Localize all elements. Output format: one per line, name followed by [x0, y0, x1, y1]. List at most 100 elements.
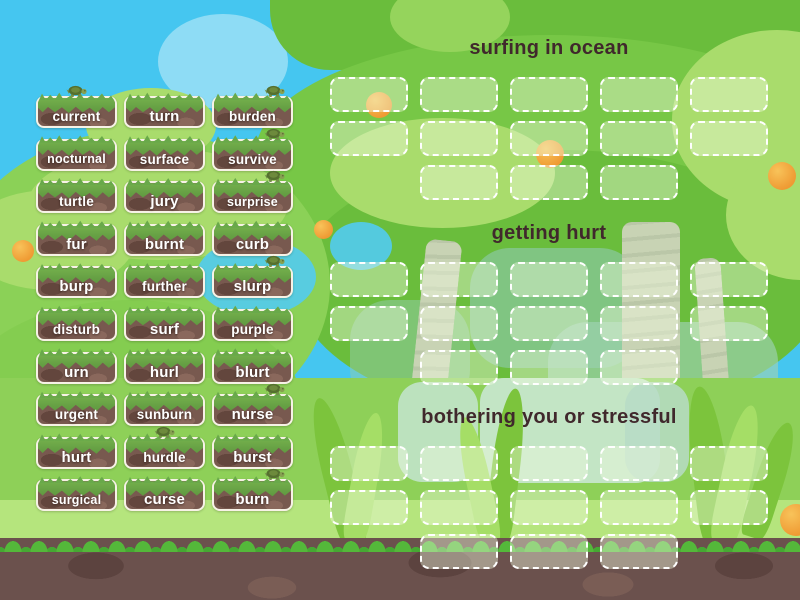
drop-slot[interactable] — [510, 306, 588, 341]
drop-slot[interactable] — [600, 446, 678, 481]
grass-tuft — [127, 475, 202, 484]
drop-slot[interactable] — [420, 77, 498, 112]
drop-slot[interactable] — [330, 446, 408, 481]
drop-slot[interactable] — [690, 77, 768, 112]
group-surfing-in-ocean: surfing in ocean — [330, 35, 768, 200]
word-tile-label: turtle — [59, 194, 94, 210]
word-tile[interactable]: surface — [124, 135, 205, 171]
grass-tuft — [127, 177, 202, 186]
drop-slot[interactable] — [420, 262, 498, 297]
word-tile[interactable]: hurt — [36, 433, 117, 469]
word-tile-label: hurt — [61, 448, 92, 466]
word-tile[interactable]: curb — [212, 220, 293, 256]
word-tile-label: current — [52, 109, 101, 124]
drop-slot[interactable] — [420, 350, 498, 385]
word-tiles-grid: current turn burden — [36, 85, 293, 512]
grass-tuft — [215, 220, 290, 228]
drop-slot[interactable] — [420, 121, 498, 156]
slot-row — [330, 350, 768, 385]
grass-tuft — [39, 305, 114, 313]
grass-tuft — [127, 220, 202, 228]
drop-slot[interactable] — [330, 490, 408, 525]
word-tile-label: blurt — [235, 363, 270, 381]
drop-slot[interactable] — [600, 490, 678, 525]
slot-row — [330, 121, 768, 156]
drop-slot[interactable] — [600, 262, 678, 297]
grass-tuft — [39, 135, 114, 143]
word-tile-label: burst — [233, 448, 272, 466]
drop-slot[interactable] — [690, 446, 768, 481]
grass-tuft — [127, 263, 202, 271]
group-title: surfing in ocean — [469, 37, 629, 59]
word-tile[interactable]: turtle — [36, 177, 117, 214]
word-tile[interactable]: slurp — [212, 256, 293, 299]
drop-slot[interactable] — [510, 77, 588, 112]
drop-slot[interactable] — [420, 534, 498, 569]
drop-slot[interactable] — [510, 534, 588, 569]
word-tile[interactable]: nocturnal — [36, 135, 117, 171]
drop-slot[interactable] — [510, 350, 588, 385]
word-tile[interactable]: further — [124, 263, 205, 299]
drop-slot[interactable] — [600, 350, 678, 385]
drop-slot[interactable] — [330, 77, 408, 112]
word-tile-label: surface — [139, 151, 190, 167]
drop-slot[interactable] — [510, 121, 588, 156]
word-tile[interactable]: burnt — [124, 220, 205, 256]
word-tile[interactable]: curse — [124, 475, 205, 512]
word-tile[interactable]: hurdle — [124, 426, 205, 469]
word-tile[interactable]: surprise — [212, 171, 293, 214]
word-tile[interactable]: turn — [124, 92, 205, 128]
drop-slot[interactable] — [600, 77, 678, 112]
word-tile[interactable]: burden — [212, 85, 293, 128]
word-tile-label: jury — [150, 193, 179, 211]
drop-slot[interactable] — [420, 446, 498, 481]
word-tile[interactable]: burp — [36, 263, 117, 299]
word-tile[interactable]: jury — [124, 177, 205, 214]
word-tile[interactable]: survive — [212, 128, 293, 171]
drop-slot[interactable] — [510, 446, 588, 481]
word-tile[interactable]: urgent — [36, 390, 117, 427]
drop-slot[interactable] — [510, 262, 588, 297]
drop-slot[interactable] — [690, 306, 768, 341]
drop-slot[interactable] — [420, 490, 498, 525]
turtle-icon — [154, 425, 176, 439]
drop-slot[interactable] — [600, 306, 678, 341]
drop-slot[interactable] — [600, 534, 678, 569]
word-tile-label: burp — [59, 278, 94, 296]
grass-tuft — [215, 433, 290, 441]
word-tile[interactable]: hurl — [124, 348, 205, 384]
drop-slot[interactable] — [330, 306, 408, 341]
drop-slot[interactable] — [690, 490, 768, 525]
word-tile[interactable]: surgical — [36, 475, 117, 512]
word-tile[interactable]: surf — [124, 305, 205, 341]
drop-slot[interactable] — [690, 262, 768, 297]
slot-row — [330, 165, 768, 200]
word-tile[interactable]: purple — [212, 305, 293, 341]
word-tile[interactable]: nurse — [212, 384, 293, 427]
word-tile[interactable]: current — [36, 85, 117, 128]
group-title: getting hurt — [491, 222, 607, 244]
drop-slot[interactable] — [420, 165, 498, 200]
drop-slot[interactable] — [690, 121, 768, 156]
drop-slot[interactable] — [510, 490, 588, 525]
word-tile[interactable]: fur — [36, 220, 117, 256]
drop-slot[interactable] — [600, 121, 678, 156]
drop-slot[interactable] — [330, 262, 408, 297]
drop-slot[interactable] — [510, 165, 588, 200]
word-tile[interactable]: burst — [212, 433, 293, 469]
word-tile[interactable]: urn — [36, 348, 117, 384]
orange-fruit — [780, 504, 800, 536]
drop-slot[interactable] — [420, 306, 498, 341]
group-slots — [330, 262, 768, 385]
drop-slot[interactable] — [600, 165, 678, 200]
word-tile-label: fur — [66, 235, 87, 253]
word-tile[interactable]: sunburn — [124, 390, 205, 427]
word-tile-label: surf — [149, 320, 180, 338]
word-tile[interactable]: burn — [212, 469, 293, 512]
drop-slot[interactable] — [330, 121, 408, 156]
word-tile-label: surprise — [227, 194, 278, 209]
word-tile[interactable]: blurt — [212, 348, 293, 384]
word-tile-label: curb — [235, 235, 270, 253]
word-tile[interactable]: disturb — [36, 305, 117, 341]
